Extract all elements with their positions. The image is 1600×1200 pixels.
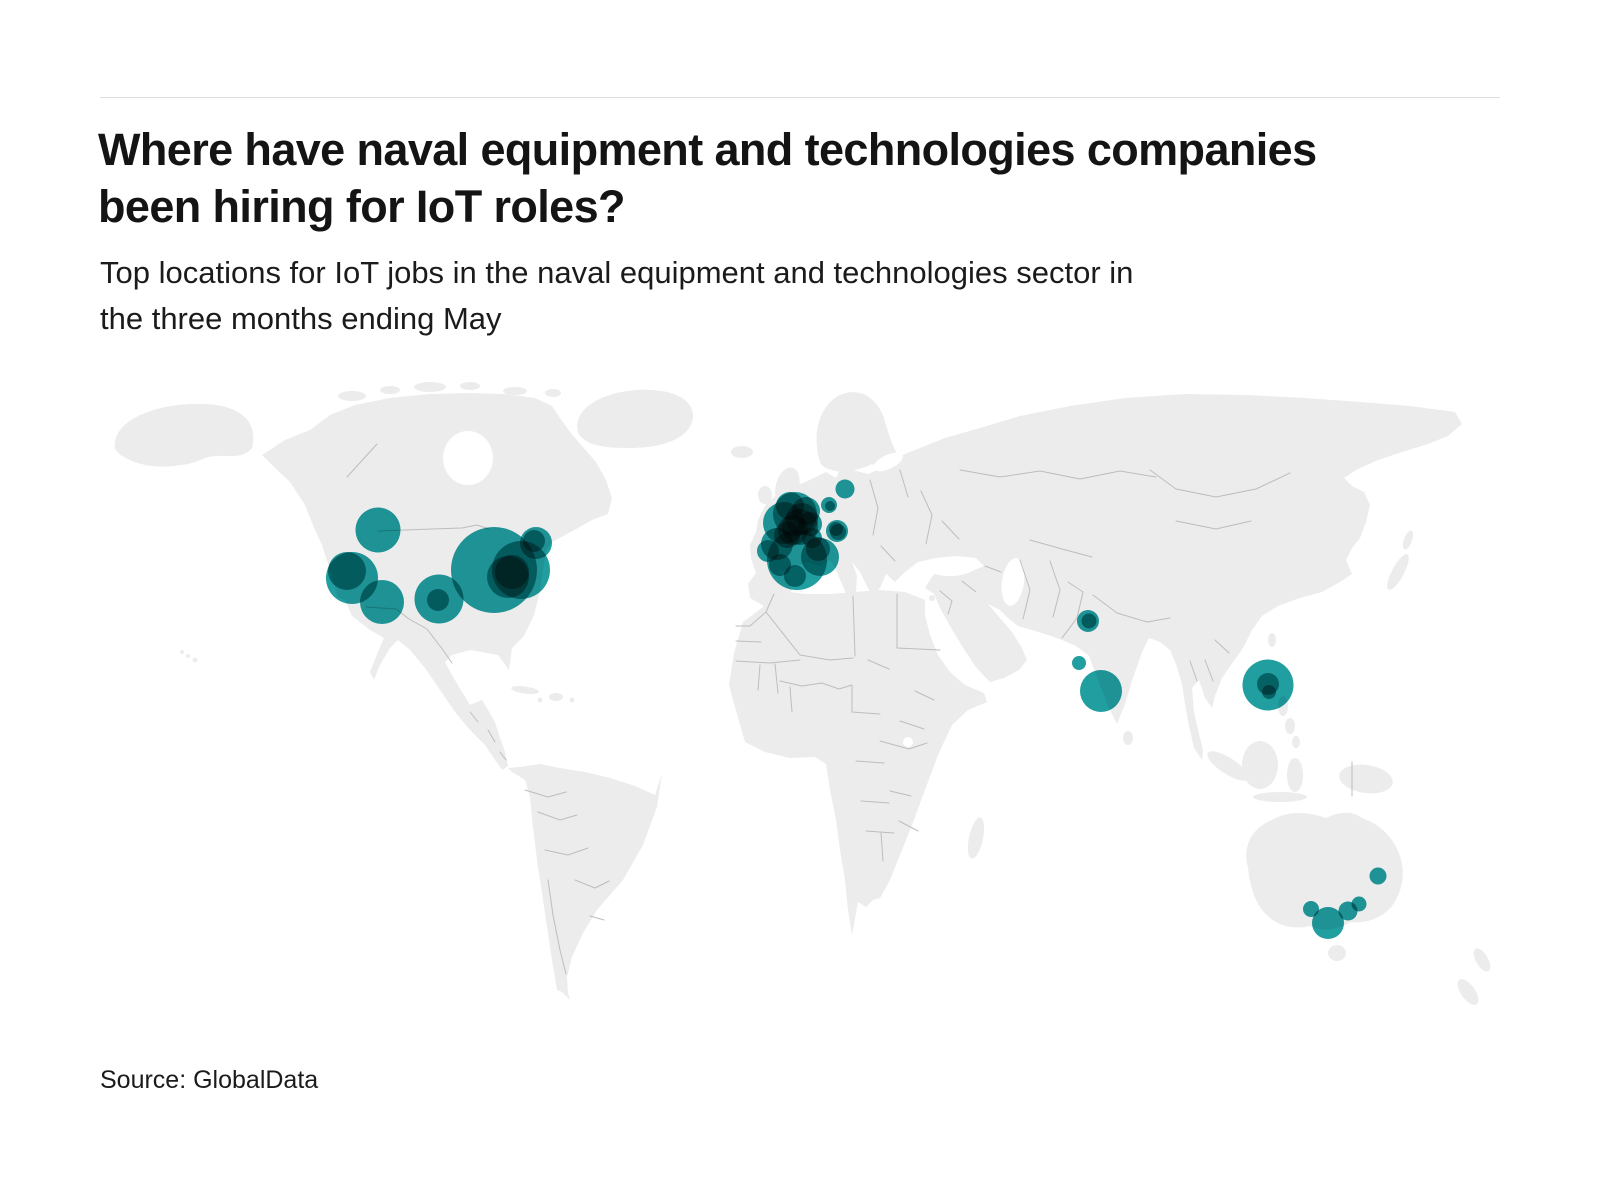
landmass-africa [729, 590, 987, 935]
landmass-arctic-islands [380, 386, 400, 394]
bubble-marker-australia[interactable] [1312, 907, 1344, 939]
landmass-greenland [577, 389, 693, 448]
landmass-crete [884, 595, 890, 601]
landmass-tasmania [1328, 945, 1346, 961]
landmass-arctic-islands [414, 382, 446, 392]
source-label: Source: GlobalData [100, 1066, 319, 1094]
landmass-hispaniola [549, 693, 563, 701]
landmass-sri-lanka [1123, 731, 1133, 745]
text-line: been hiring for IoT roles? [98, 181, 626, 232]
landmass-new-zealand [1473, 948, 1491, 972]
landmass-caribbean-island [537, 697, 543, 703]
black-sea [926, 558, 974, 576]
borders-asia [939, 469, 1353, 797]
landmass-alaska [114, 403, 254, 467]
country-borders [346, 443, 1353, 975]
bubble-marker-europe-west[interactable] [802, 528, 822, 548]
landmass-new-zealand [1457, 979, 1479, 1005]
borders-europe [869, 469, 960, 562]
landmass-arctic-islands [338, 391, 366, 401]
bubble-marker-australia[interactable] [1303, 901, 1319, 917]
landmass-cyprus [929, 595, 935, 601]
landmass-java [1253, 792, 1307, 802]
landmass-cuba [511, 686, 539, 694]
landmass-hawaii [186, 654, 190, 658]
bubble-marker-us-east[interactable] [495, 555, 529, 589]
landmass-scandinavia [816, 392, 906, 472]
landmass-arctic-islands [460, 382, 480, 390]
header-divider [100, 97, 1500, 98]
bubble-marker-europe-west[interactable] [829, 522, 843, 536]
landmass-new-guinea [1339, 764, 1393, 794]
bubble-marker-us-california[interactable] [328, 552, 366, 590]
landmass-arctic-islands [503, 387, 527, 395]
lakes-and-seas [443, 431, 1025, 747]
bubble-marker-europe-west[interactable] [774, 522, 800, 548]
landmass-philippines [1285, 718, 1295, 734]
landmass-madagascar [967, 817, 985, 859]
landmass-sulawesi [1287, 758, 1303, 792]
landmass-hawaii [192, 657, 198, 663]
bubble-marker-india[interactable] [1080, 670, 1122, 712]
borders-south-america [524, 789, 610, 975]
landmass-hainan [1218, 651, 1226, 659]
text-line: the three months ending May [100, 301, 502, 336]
landmass-caribbean-island [569, 697, 575, 703]
text-line: Where have naval equipment and technolog… [98, 124, 1317, 175]
landmass-borneo [1242, 741, 1278, 789]
landmass-arctic-islands [545, 389, 561, 397]
landmass-philippines [1292, 736, 1300, 748]
bubble-marker-scandinavia[interactable] [835, 479, 855, 499]
caspian-sea [1001, 558, 1025, 606]
landmasses [114, 382, 1491, 1005]
bubble-marker-us-california[interactable] [360, 580, 404, 624]
bubble-marker-us-pacific-northwest[interactable] [355, 507, 401, 553]
bubble-marker-india[interactable] [1081, 613, 1097, 629]
landmass-eurasia [748, 394, 1462, 760]
bubble-marker-southeast-asia[interactable] [1262, 685, 1276, 699]
baltic-sea [873, 452, 903, 472]
landmass-sumatra [1207, 751, 1249, 781]
landmass-taiwan [1268, 633, 1276, 647]
hudson-bay [443, 431, 493, 485]
borders-africa [735, 593, 941, 862]
landmass-japan [1387, 554, 1409, 590]
bubble-marker-australia[interactable] [1338, 901, 1358, 921]
bubble-marker-us-northeast[interactable] [523, 530, 545, 552]
bubble-layer [326, 479, 1387, 939]
lake-victoria [903, 737, 913, 747]
bubble-marker-us-central[interactable] [427, 589, 449, 611]
landmass-hawaii [180, 650, 184, 654]
borders-north-america [346, 443, 507, 761]
landmass-ireland [758, 486, 772, 504]
landmass-sicily [834, 602, 842, 610]
landmass-south-america [508, 764, 662, 1000]
page-title: Where have naval equipment and technolog… [98, 121, 1518, 235]
bubble-marker-europe-west[interactable] [825, 501, 835, 511]
bubble-marker-australia[interactable] [1369, 867, 1387, 885]
bubble-marker-india[interactable] [1072, 656, 1086, 670]
bubble-marker-europe-west[interactable] [784, 565, 806, 587]
text-line: Top locations for IoT jobs in the naval … [100, 255, 1134, 290]
page-subtitle: Top locations for IoT jobs in the naval … [100, 250, 1520, 342]
landmass-japan [1402, 530, 1414, 550]
landmass-iceland [731, 446, 753, 458]
